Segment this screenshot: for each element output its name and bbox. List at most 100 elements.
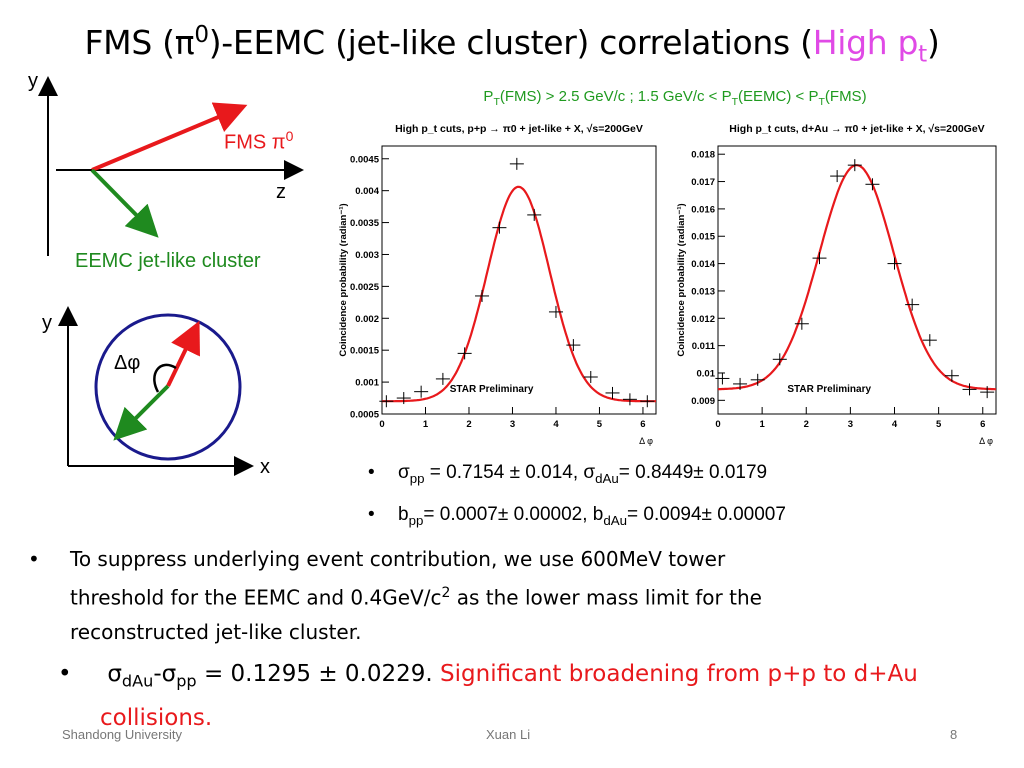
eemc-arrow-transverse xyxy=(113,384,170,441)
data-point xyxy=(457,347,472,360)
y-axis-title: Coincidence probability (radian⁻¹) xyxy=(676,203,687,356)
slide-title: FMS (π0)-EEMC (jet-like cluster) correla… xyxy=(84,22,940,68)
data-point xyxy=(847,159,862,172)
data-point xyxy=(548,305,563,318)
data-point xyxy=(414,385,429,398)
data-point xyxy=(962,383,977,396)
data-point xyxy=(772,353,787,366)
fms-arrow-transverse xyxy=(166,320,200,387)
data-point xyxy=(583,370,598,383)
data-point xyxy=(640,395,655,408)
baseline-results: • bpp= 0.0007± 0.00002, bdAu= 0.0094± 0.0… xyxy=(368,504,786,528)
threshold-note: • To suppress underlying event contribut… xyxy=(28,547,762,644)
z-axis-label: z xyxy=(276,181,286,203)
eemc-label: EEMC jet-like cluster xyxy=(75,250,261,272)
y-tick-label: 0.0045 xyxy=(350,154,380,165)
x-tick-label: 5 xyxy=(936,419,942,430)
data-point xyxy=(944,369,959,382)
delta-phi-label: Δφ xyxy=(114,352,141,374)
data-point xyxy=(865,178,880,191)
y-tick-label: 0.004 xyxy=(355,186,379,197)
fms-arrow xyxy=(91,102,248,172)
y-tick-label: 0.0015 xyxy=(350,346,380,357)
y-tick-label: 0.002 xyxy=(355,314,379,325)
x-tick-label: 1 xyxy=(423,419,429,430)
data-point xyxy=(527,208,542,221)
eemc-arrow xyxy=(90,168,159,238)
x-tick-label: 5 xyxy=(597,419,603,430)
plot-frame xyxy=(717,145,997,415)
x-tick-label: 1 xyxy=(759,419,765,430)
data-point xyxy=(566,339,581,352)
data-point xyxy=(905,298,920,311)
y-tick-label: 0.011 xyxy=(692,341,716,352)
x-axis-title: Δ φ xyxy=(979,436,993,446)
data-point xyxy=(492,221,507,234)
fms-label: FMS π0 xyxy=(224,128,294,154)
x-tick-label: 3 xyxy=(848,419,853,430)
data-point xyxy=(509,157,524,170)
x-tick-label: 6 xyxy=(640,419,645,430)
slide-number: 8 xyxy=(950,727,958,742)
x-tick-label: 2 xyxy=(466,419,471,430)
y-tick-label: 0.0005 xyxy=(350,410,380,421)
sigma-results: • σpp = 0.7154 ± 0.014, σdAu= 0.8449± 0.0… xyxy=(368,462,768,486)
x-tick-label: 4 xyxy=(892,419,898,430)
y-tick-label: 0.014 xyxy=(691,259,715,270)
data-point xyxy=(605,386,620,399)
kinematics-diagram xyxy=(38,76,304,476)
footer-author: Xuan Li xyxy=(486,727,531,742)
x-tick-label: 6 xyxy=(980,419,985,430)
y-axis-label-bottom: y xyxy=(42,312,52,334)
detector-circle xyxy=(94,313,242,461)
data-point xyxy=(396,392,411,405)
data-point xyxy=(887,257,902,270)
x-tick-label: 0 xyxy=(379,419,384,430)
x-axis-label: x xyxy=(260,456,270,478)
x-axis-title: Δ φ xyxy=(639,436,653,446)
data-point xyxy=(922,334,937,347)
data-point xyxy=(830,170,845,183)
y-tick-label: 0.003 xyxy=(355,250,379,261)
data-point xyxy=(379,395,394,408)
dau-correlation-chart: High p_t cuts, d+Au → π0 + jet-like + X,… xyxy=(676,123,997,446)
data-point xyxy=(980,386,995,399)
y-tick-label: 0.013 xyxy=(691,286,715,297)
data-point xyxy=(794,317,809,330)
data-point xyxy=(622,393,637,406)
broadening-conclusion: • σdAu-σpp = 0.1295 ± 0.0229. Significan… xyxy=(58,661,918,731)
y-tick-label: 0.018 xyxy=(691,150,715,161)
x-tick-label: 4 xyxy=(553,419,559,430)
star-preliminary-label: STAR Preliminary xyxy=(787,384,871,395)
footer-institution: Shandong University xyxy=(62,727,182,742)
y-tick-label: 0.0035 xyxy=(350,218,380,229)
data-point xyxy=(715,372,730,385)
plot-frame xyxy=(381,145,657,415)
x-tick-label: 2 xyxy=(804,419,809,430)
y-tick-label: 0.001 xyxy=(355,378,379,389)
y-tick-label: 0.017 xyxy=(691,177,715,188)
data-point xyxy=(750,373,765,386)
y-tick-label: 0.0025 xyxy=(350,282,380,293)
chart-title: High p_t cuts, p+p → π0 + jet-like + X, … xyxy=(395,123,643,135)
y-tick-label: 0.015 xyxy=(691,232,715,243)
x-tick-label: 0 xyxy=(715,419,720,430)
y-axis-title: Coincidence probability (radian⁻¹) xyxy=(338,203,349,356)
pp-correlation-chart: High p_t cuts, p+p → π0 + jet-like + X, … xyxy=(338,123,657,446)
y-axis-label-top: y xyxy=(28,70,38,92)
data-point xyxy=(475,289,490,302)
y-tick-label: 0.012 xyxy=(691,314,715,325)
y-tick-label: 0.01 xyxy=(697,368,716,379)
data-point xyxy=(812,252,827,265)
gaussian-fit-curve xyxy=(382,185,656,403)
y-tick-label: 0.009 xyxy=(691,396,715,407)
star-preliminary-label: STAR Preliminary xyxy=(450,384,534,395)
y-tick-label: 0.016 xyxy=(691,204,715,215)
gaussian-fit-curve xyxy=(717,164,996,391)
dphi-arc xyxy=(153,363,177,393)
x-tick-label: 3 xyxy=(510,419,515,430)
chart-title: High p_t cuts, d+Au → π0 + jet-like + X,… xyxy=(729,123,984,135)
data-point xyxy=(435,372,450,385)
cuts-caption: PT(FMS) > 2.5 GeV/c ; 1.5 GeV/c < PT(EEM… xyxy=(483,88,867,108)
data-point xyxy=(733,377,748,390)
